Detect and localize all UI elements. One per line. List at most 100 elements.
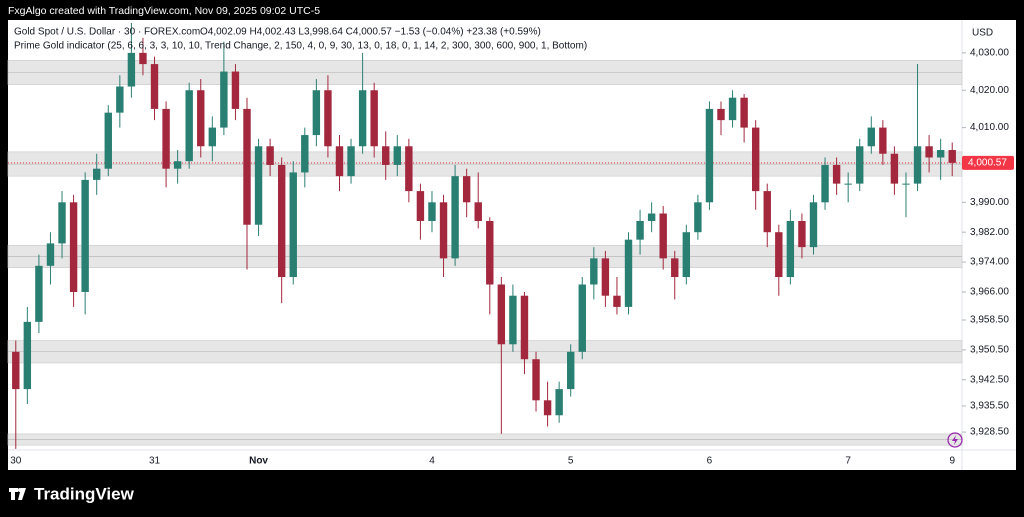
candle-body: [428, 202, 436, 221]
brand-logo: [9, 488, 26, 500]
candle-body: [543, 400, 552, 416]
last-price-box: [962, 155, 1014, 170]
candle-body: [775, 232, 783, 278]
x-tick-label: 7: [845, 456, 851, 467]
candle-body: [659, 213, 667, 259]
candle-body: [162, 108, 170, 169]
candle-body: [763, 191, 771, 233]
candle-body: [243, 108, 251, 225]
x-tick-label: 6: [707, 456, 713, 467]
candle-body: [301, 135, 309, 173]
alert-icon[interactable]: [947, 432, 963, 448]
candle-body: [509, 295, 517, 345]
candle-body: [347, 146, 355, 177]
candle-body: [185, 90, 193, 162]
x-tick-label: 5: [568, 456, 574, 467]
candle-body: [208, 127, 217, 147]
candle-body: [798, 220, 806, 248]
candle-body: [555, 389, 563, 416]
candle-body: [173, 161, 182, 169]
candle-body: [231, 71, 240, 109]
candle-body: [462, 176, 471, 203]
candle-body: [867, 127, 875, 147]
candle-body: [289, 172, 297, 278]
indicator-label: Prime Gold indicator (25, 6, 6, 3, 3, 10…: [14, 41, 587, 52]
y-tick-label: 3,974.00: [970, 257, 1009, 268]
candle-body: [139, 52, 147, 65]
candle-body: [474, 202, 482, 221]
candle-body: [58, 202, 66, 244]
candle-body: [393, 146, 401, 165]
candle-body: [116, 86, 124, 113]
candle-body: [35, 265, 43, 322]
candle-body: [902, 183, 910, 185]
y-tick-label: 3,958.50: [970, 315, 1009, 326]
y-tick-label: 3,990.00: [970, 197, 1009, 208]
x-tick-label: 4: [429, 456, 435, 467]
y-tick-label: 3,942.50: [970, 374, 1009, 385]
candle-body: [936, 150, 945, 158]
candle-body: [416, 191, 425, 221]
x-tick-label: 9: [949, 456, 955, 467]
candle-body: [335, 146, 344, 177]
y-tick-label: 4,020.00: [970, 85, 1009, 96]
y-tick-label: 3,950.50: [970, 345, 1009, 356]
candle-body: [46, 243, 55, 266]
candle-body: [266, 146, 274, 165]
candle-body: [844, 183, 852, 185]
candle-body: [751, 127, 760, 192]
candle-body: [81, 179, 89, 292]
candle-body: [925, 146, 933, 158]
candle-body: [671, 258, 679, 278]
candle-body: [197, 90, 205, 147]
candle-body: [948, 150, 956, 163]
candle-body: [728, 97, 737, 121]
symbol-title: Gold Spot / U.S. Dollar · 30 · FOREX.com: [14, 27, 200, 38]
candle-body: [832, 164, 841, 184]
credit: FxgAlgo created with TradingView.com, No…: [8, 5, 320, 17]
y-tick-label: 3,935.50: [970, 401, 1009, 412]
candle-body: [740, 97, 748, 128]
candle-body: [913, 146, 922, 184]
candle-body: [821, 164, 829, 203]
x-tick-label: 31: [149, 456, 161, 467]
axes: 4,030.00 4,020.00 4,010.00 3,990.00 3,982.00…: [10, 48, 1014, 467]
last-price-label: 4,000.57: [968, 157, 1007, 168]
candle-body: [439, 202, 448, 259]
y-tick-label: 3,928.50: [970, 427, 1009, 438]
candle-body: [786, 220, 795, 278]
x-tick-label: 30: [10, 456, 22, 467]
candle-body: [590, 258, 598, 285]
plot: [7, 22, 963, 449]
candle-body: [856, 146, 864, 184]
candle-body: [717, 108, 725, 121]
candle-body: [636, 220, 644, 240]
currency: USD: [972, 28, 993, 39]
candle-body: [601, 258, 610, 296]
candle-body: [682, 232, 691, 278]
candle-body: [809, 202, 818, 248]
candle-body: [497, 284, 506, 345]
candle-body: [405, 146, 413, 192]
candle-body: [220, 71, 228, 128]
candle-body: [127, 52, 136, 87]
candle-body: [520, 295, 529, 360]
candle-body: [69, 202, 78, 292]
candle-body: [254, 146, 263, 225]
candle-body: [532, 359, 540, 401]
candle-body: [382, 146, 390, 165]
candle-body: [705, 108, 714, 203]
candle-body: [567, 351, 575, 390]
candle-body: [451, 176, 459, 259]
candle-body: [694, 202, 702, 233]
candle-body: [879, 127, 887, 154]
ohlc-header: O4,002.09 H4,002.43 L3,998.64 C4,000.57 …: [200, 27, 541, 38]
candle-body: [578, 284, 586, 352]
candle-body: [277, 164, 286, 278]
brand-name: TradingView: [34, 484, 135, 503]
candle-body: [104, 112, 112, 169]
candle-body: [23, 321, 32, 390]
candle-body: [150, 64, 159, 109]
